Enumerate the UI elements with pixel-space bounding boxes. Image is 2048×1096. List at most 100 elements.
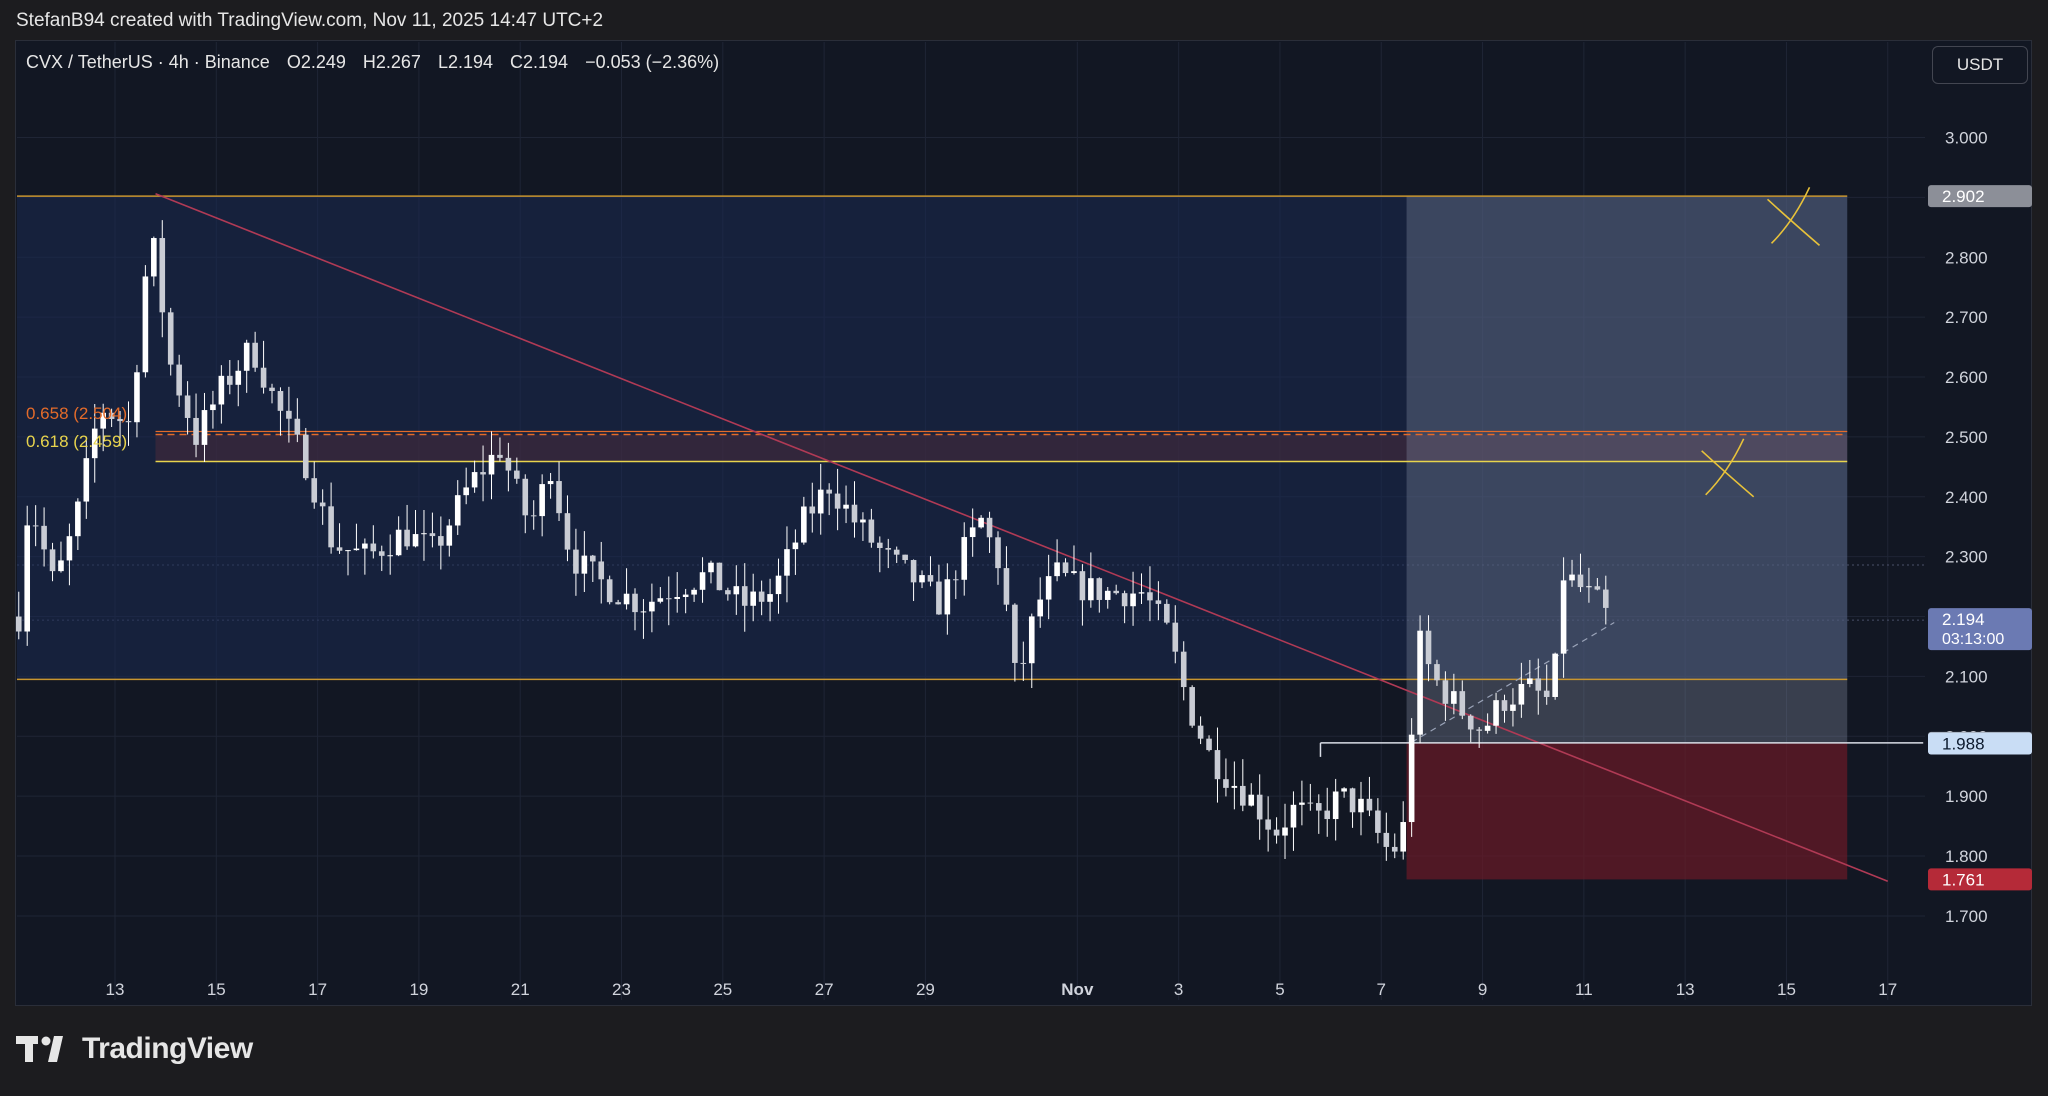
candle-body [725,590,731,595]
price-tick-label: 2.600 [1945,368,1988,387]
candle [556,461,562,522]
candle-body [1164,603,1170,623]
candle [1012,603,1018,682]
candle [817,463,824,535]
candle [1527,659,1533,688]
time-tick-label: 25 [713,980,732,999]
candle [682,588,689,614]
candle-body [1062,562,1069,574]
candle [1104,586,1111,609]
chart-header-text: StefanB94 created with TradingView.com, … [16,10,604,31]
candle-body [1560,580,1567,654]
candle [1265,796,1271,852]
candle-body [1543,690,1550,697]
candle [108,408,115,427]
candle [395,516,402,557]
candle [1231,761,1238,810]
low-value: L2.194 [437,52,493,72]
candle-body [32,525,39,527]
candle-body [1442,680,1449,704]
time-tick-label: 3 [1174,980,1183,999]
candle-body [1425,630,1432,665]
fib-label-618: 0.618 (2.459) [26,432,128,451]
candle [1088,552,1094,608]
candle-body [446,525,453,546]
candle [952,570,959,600]
candle-body [1028,616,1035,664]
candle-body [429,533,436,537]
candle-body [345,550,351,552]
candle-body [1248,794,1255,806]
candle-body [151,238,157,277]
candle-body [1113,590,1119,594]
candle-body [370,543,377,552]
candle [1442,671,1449,721]
candle [834,468,841,531]
candle [1299,780,1305,826]
tradingview-logo-icon [16,1036,63,1062]
candle-body [328,506,334,548]
candle [1569,559,1575,587]
candle [843,485,849,524]
candle-body [362,543,368,549]
price-label-box [1928,732,2032,755]
candle [1248,783,1255,807]
currency-button[interactable]: USDT [1932,46,2028,84]
candle-body [1315,803,1322,811]
candle-body [893,549,900,555]
candle-body [1214,750,1221,780]
candle-body [471,472,478,488]
candle [936,564,942,615]
candle [1324,787,1331,837]
candle-body [269,387,275,392]
candle [1240,759,1246,812]
open-value: O2.249 [286,52,346,72]
symbol-legend: CVX / TetherUS · 4h · Binance O2.249 H2.… [26,52,719,73]
candle [429,512,436,548]
candle [362,538,368,575]
candle-body [699,572,706,590]
candle-body [218,375,225,405]
candle [1273,817,1280,844]
price-tick-label: 1.800 [1945,847,1988,866]
candle [1451,673,1457,715]
candle-body [817,489,824,514]
candle [1349,787,1356,828]
candle-body [1467,715,1474,730]
candle-body [1273,829,1280,836]
candle [1518,662,1525,718]
candle-body [260,367,267,388]
candle [623,568,630,610]
candle-body [378,551,385,556]
candle-body [1476,729,1482,731]
footer-logo[interactable]: TradingView [16,1032,253,1066]
candle [100,403,106,452]
candle-body [665,598,672,600]
candle-body [919,575,925,583]
candle [66,523,73,586]
candle-body [210,404,216,411]
candles-layer [15,220,1609,861]
candle-body [809,506,816,514]
candle-body [395,529,402,556]
candle-body [1197,725,1204,739]
candle-body [1586,586,1592,588]
candle [961,522,968,596]
candle [1459,680,1466,720]
candle [1121,590,1128,624]
candle [1408,718,1415,837]
candle [294,398,301,443]
candle [969,508,976,557]
candle-body [1527,678,1533,684]
candle [49,542,56,582]
candle-body [581,555,588,574]
candle-body [1088,578,1094,601]
candle [1138,573,1145,605]
candle-body [615,602,621,605]
candle [986,511,993,553]
candle-body [227,375,233,385]
candle-body [83,458,90,502]
candle [142,265,149,378]
